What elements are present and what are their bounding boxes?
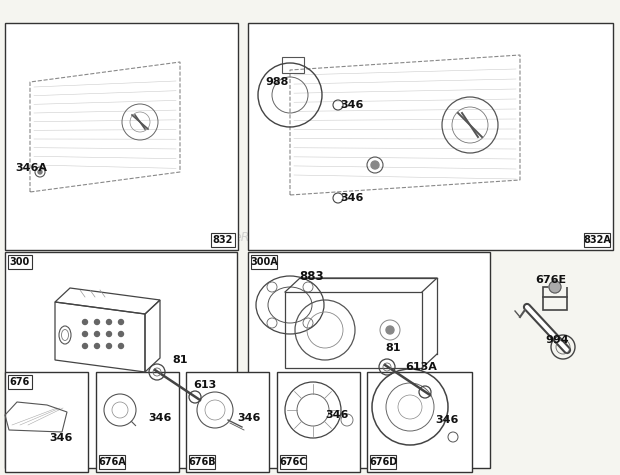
Bar [189, 455, 215, 469]
Circle shape [118, 332, 123, 336]
Circle shape [94, 343, 99, 349]
Bar [99, 455, 125, 469]
Bar [280, 455, 306, 469]
Bar [248, 252, 490, 468]
Bar [370, 455, 396, 469]
Text: 81: 81 [385, 343, 401, 353]
Circle shape [94, 332, 99, 336]
Text: 81: 81 [172, 355, 187, 365]
Bar [5, 252, 237, 468]
Bar [277, 372, 360, 472]
Text: 300: 300 [10, 257, 30, 267]
Circle shape [107, 332, 112, 336]
Bar [584, 233, 610, 247]
Text: 346: 346 [237, 413, 260, 423]
Circle shape [82, 320, 87, 324]
Bar [367, 372, 472, 472]
Bar [8, 255, 32, 269]
Circle shape [371, 161, 379, 169]
Circle shape [107, 343, 112, 349]
Text: 832: 832 [213, 235, 233, 245]
Text: eReplacementParts.com: eReplacementParts.com [234, 230, 386, 244]
Text: 676A: 676A [98, 457, 126, 467]
Bar [251, 255, 277, 269]
Bar [211, 233, 235, 247]
Circle shape [549, 281, 561, 293]
Text: 676C: 676C [279, 457, 307, 467]
Bar [8, 375, 32, 389]
Circle shape [118, 320, 123, 324]
Text: 346: 346 [435, 415, 458, 425]
Circle shape [386, 326, 394, 334]
Text: 883: 883 [299, 269, 324, 283]
Circle shape [82, 332, 87, 336]
Circle shape [82, 343, 87, 349]
Text: 346: 346 [340, 100, 363, 110]
Text: 676B: 676B [188, 457, 216, 467]
Bar [248, 23, 613, 250]
Bar [5, 372, 88, 472]
Bar [96, 372, 179, 472]
Circle shape [94, 320, 99, 324]
Text: 676E: 676E [535, 275, 566, 285]
Bar [282, 57, 304, 73]
Circle shape [38, 170, 42, 174]
Bar [186, 372, 269, 472]
Text: 346: 346 [148, 413, 171, 423]
Text: 346: 346 [49, 433, 73, 443]
Text: 988: 988 [265, 77, 288, 87]
Circle shape [107, 320, 112, 324]
Text: 300A: 300A [250, 257, 278, 267]
Text: 346A: 346A [15, 163, 47, 173]
Text: 613: 613 [193, 380, 216, 390]
Text: 994: 994 [545, 335, 569, 345]
Text: 613A: 613A [405, 362, 437, 372]
Text: 346: 346 [340, 193, 363, 203]
Circle shape [118, 343, 123, 349]
Text: 346: 346 [325, 410, 348, 420]
Bar [5, 23, 238, 250]
Text: 676: 676 [10, 377, 30, 387]
Text: 832A: 832A [583, 235, 611, 245]
Text: 676D: 676D [369, 457, 397, 467]
